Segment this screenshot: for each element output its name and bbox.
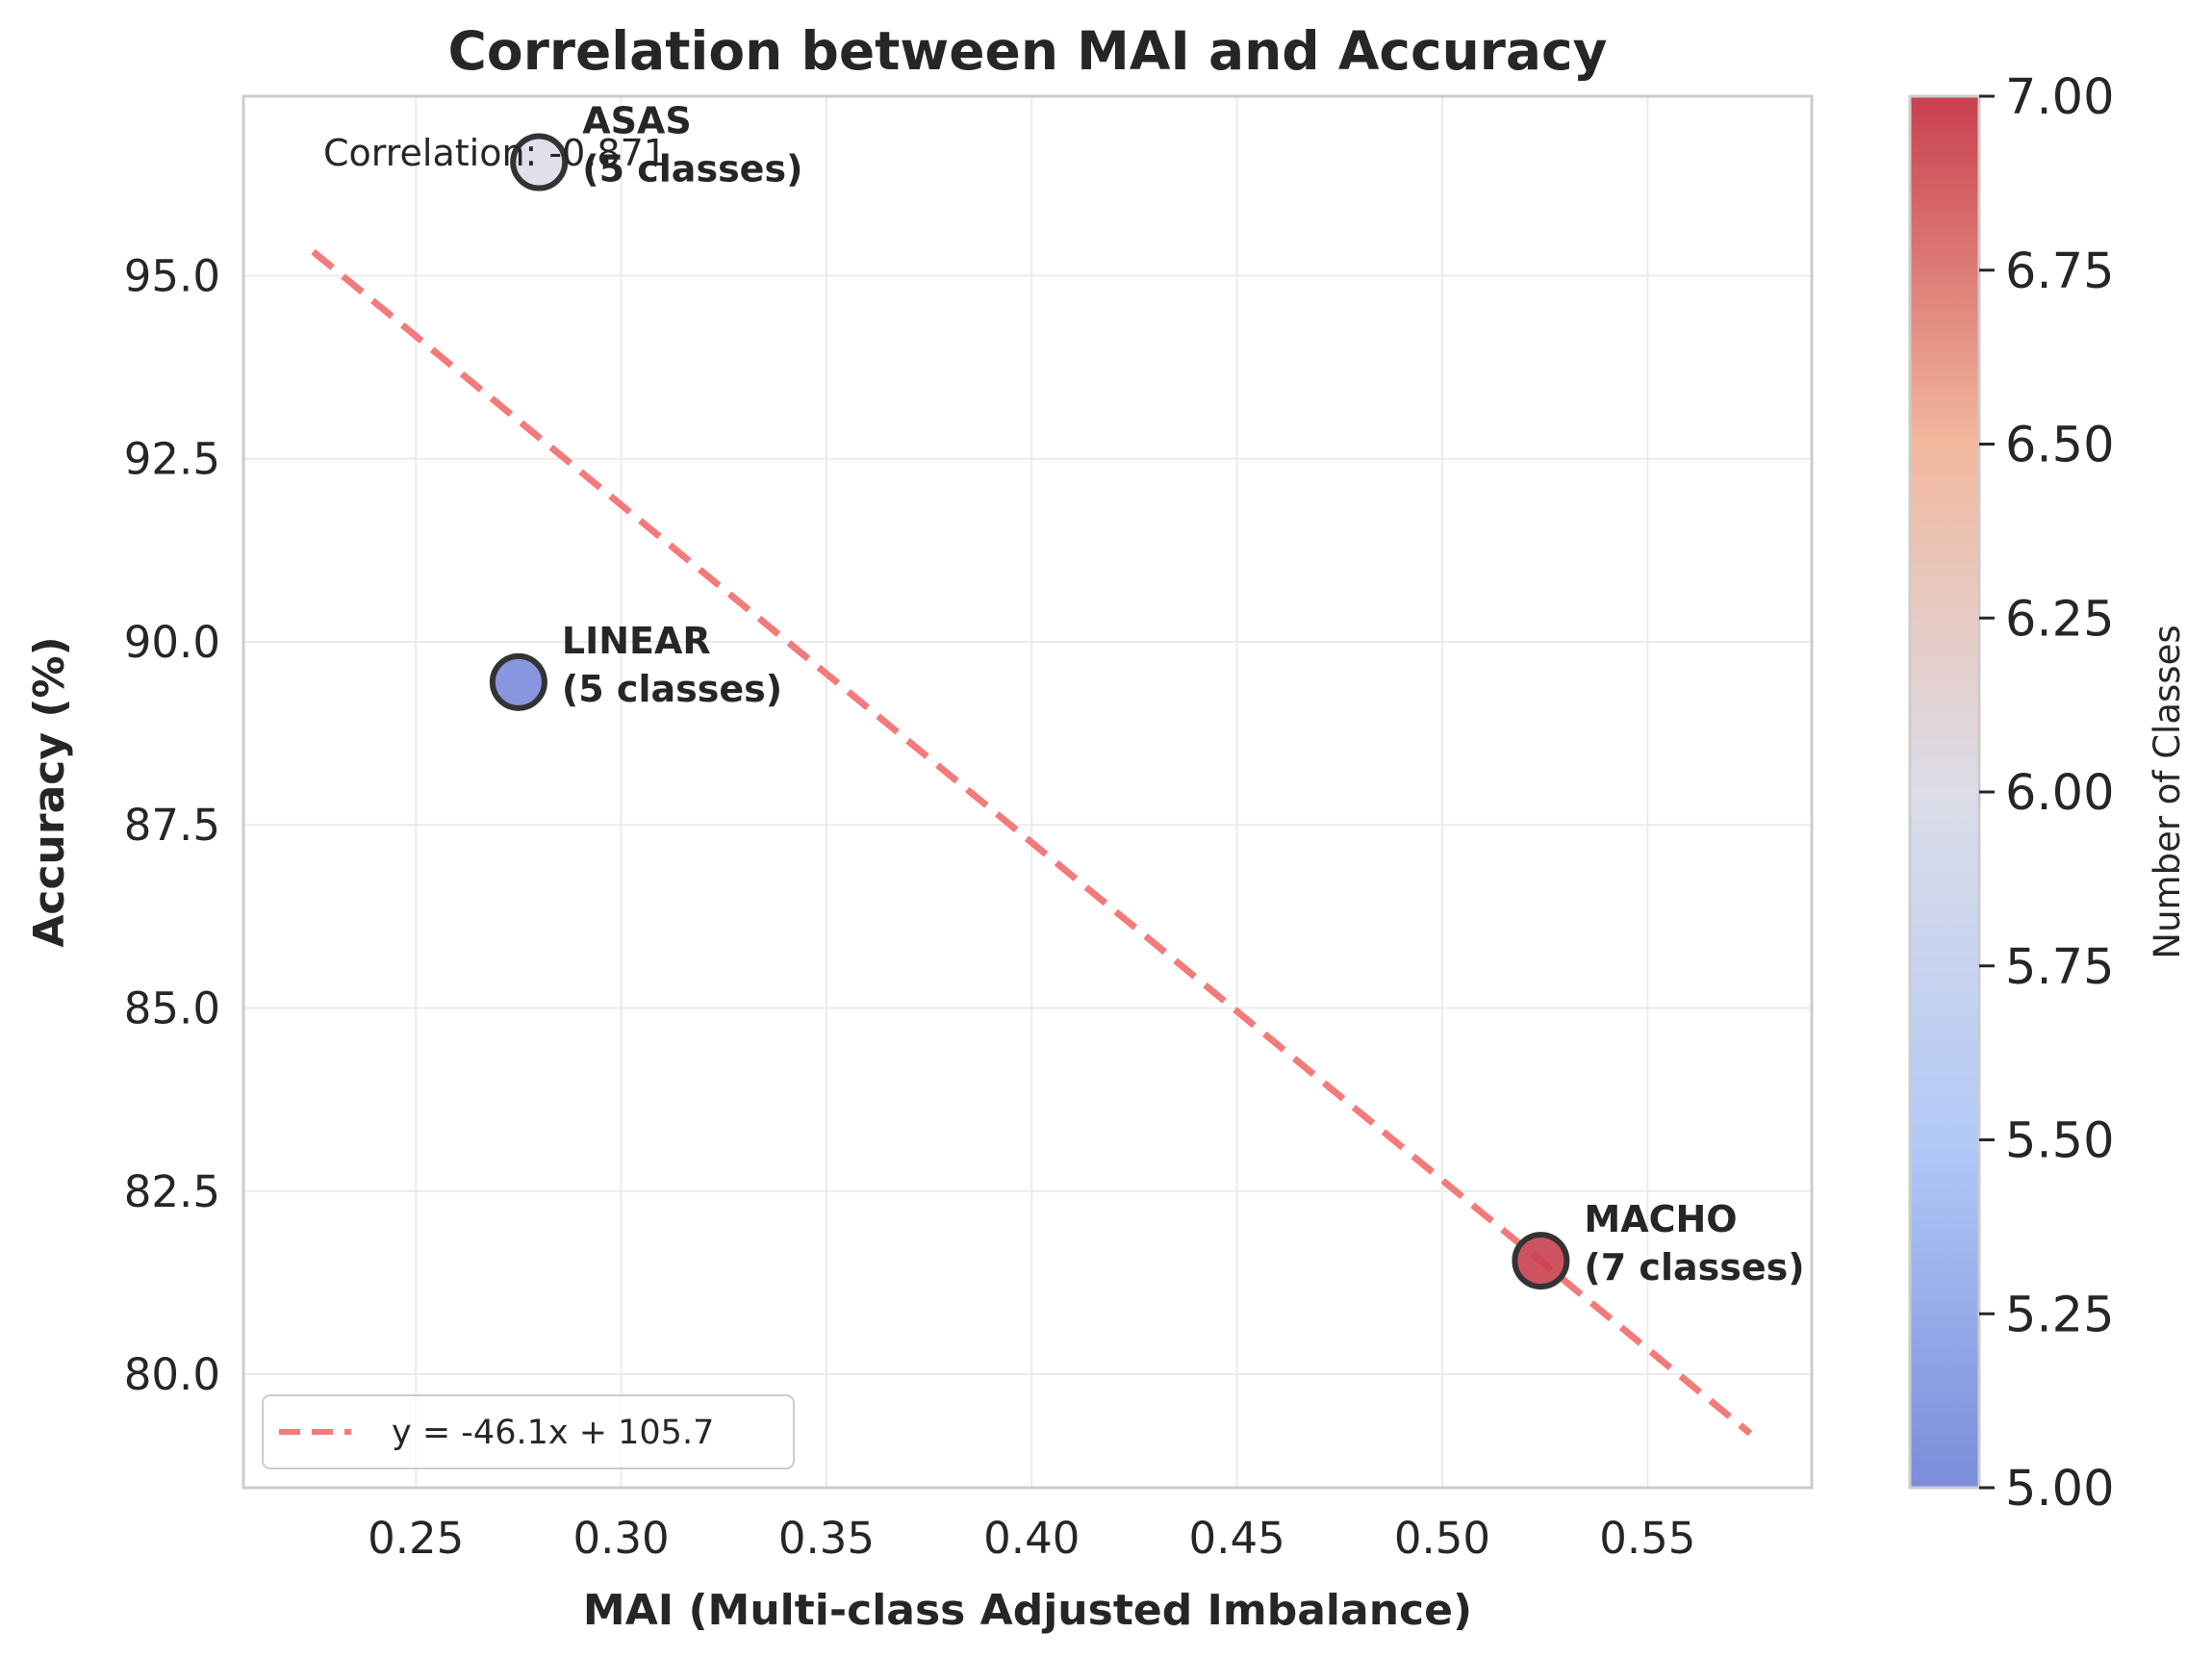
point-label-name: MACHO xyxy=(1584,1198,1737,1240)
y-tick-label: 85.0 xyxy=(124,983,220,1034)
y-tick-label: 90.0 xyxy=(124,617,220,668)
colorbar-label: Number of Classes xyxy=(2147,625,2188,958)
x-axis-label: MAI (Multi-class Adjusted Imbalance) xyxy=(583,1586,1472,1635)
trendline-layer xyxy=(311,248,1753,1437)
colorbar-tick-label: 6.50 xyxy=(2005,418,2115,474)
point-label-classes: (5 classes) xyxy=(582,147,802,190)
x-tick-label: 0.50 xyxy=(1394,1513,1490,1564)
x-tick-label: 0.40 xyxy=(983,1513,1080,1564)
colorbar-tick-label: 6.25 xyxy=(2005,591,2115,648)
point-label-classes: (5 classes) xyxy=(562,668,782,710)
x-tick-label: 0.45 xyxy=(1189,1513,1285,1564)
y-tick-label: 87.5 xyxy=(124,800,220,851)
x-tick-label: 0.25 xyxy=(368,1513,464,1564)
y-tick-label: 82.5 xyxy=(124,1166,220,1217)
point-label-name: LINEAR xyxy=(562,620,711,662)
colorbar-tick-label: 7.00 xyxy=(2005,69,2115,126)
colorbar-tick-label: 6.75 xyxy=(2005,243,2115,300)
legend-trendline-label: y = -46.1x + 105.7 xyxy=(392,1414,714,1452)
colorbar-tick-label: 6.00 xyxy=(2005,765,2115,822)
point-label-name: ASAS xyxy=(582,99,692,141)
chart-title: Correlation between MAI and Accuracy xyxy=(448,20,1608,82)
x-tick-label: 0.55 xyxy=(1599,1513,1695,1564)
legend-box xyxy=(262,1394,795,1469)
trendline xyxy=(311,248,1753,1437)
legend: y = -46.1x + 105.7 xyxy=(262,1394,795,1469)
x-tick-label: 0.30 xyxy=(572,1513,669,1564)
y-tick-label: 95.0 xyxy=(124,250,220,301)
x-tick-label: 0.35 xyxy=(778,1513,875,1564)
correlation-annotation: Correlation: -0.871 xyxy=(323,132,667,174)
data-point-macho xyxy=(1512,1232,1570,1290)
data-point-asas xyxy=(510,133,569,191)
colorbar-tick-label: 5.00 xyxy=(2005,1461,2115,1518)
point-label-classes: (7 classes) xyxy=(1584,1246,1804,1289)
plot-frame xyxy=(242,94,1814,1490)
y-tick-label: 92.5 xyxy=(124,434,220,485)
y-axis-label: Accuracy (%) xyxy=(25,636,74,947)
colorbar-tick-label: 5.75 xyxy=(2005,939,2115,996)
colorbar-tick-label: 5.25 xyxy=(2005,1287,2115,1343)
axis-ticks: 0.25 0.30 0.35 0.40 0.45 0.50 0.55 80.0 82.5 85.0… xyxy=(124,250,1696,1564)
y-tick-label: 80.0 xyxy=(124,1349,220,1400)
colorbar: 5.00 5.25 5.50 5.75 6.00 6.25 6.50 6.75 7.00 Num… xyxy=(1908,69,2188,1518)
colorbar-tick-label: 5.50 xyxy=(2005,1113,2115,1170)
colorbar-ticks: 5.00 5.25 5.50 5.75 6.00 6.25 6.50 6.75 7.00 xyxy=(1979,69,2115,1518)
data-points: ASAS (5 classes) LINEAR (5 classes) MACHO (7 … xyxy=(489,99,1805,1290)
grid-lines xyxy=(243,96,1812,1488)
data-point-linear xyxy=(489,652,547,711)
colorbar-gradient xyxy=(1908,94,1981,1490)
